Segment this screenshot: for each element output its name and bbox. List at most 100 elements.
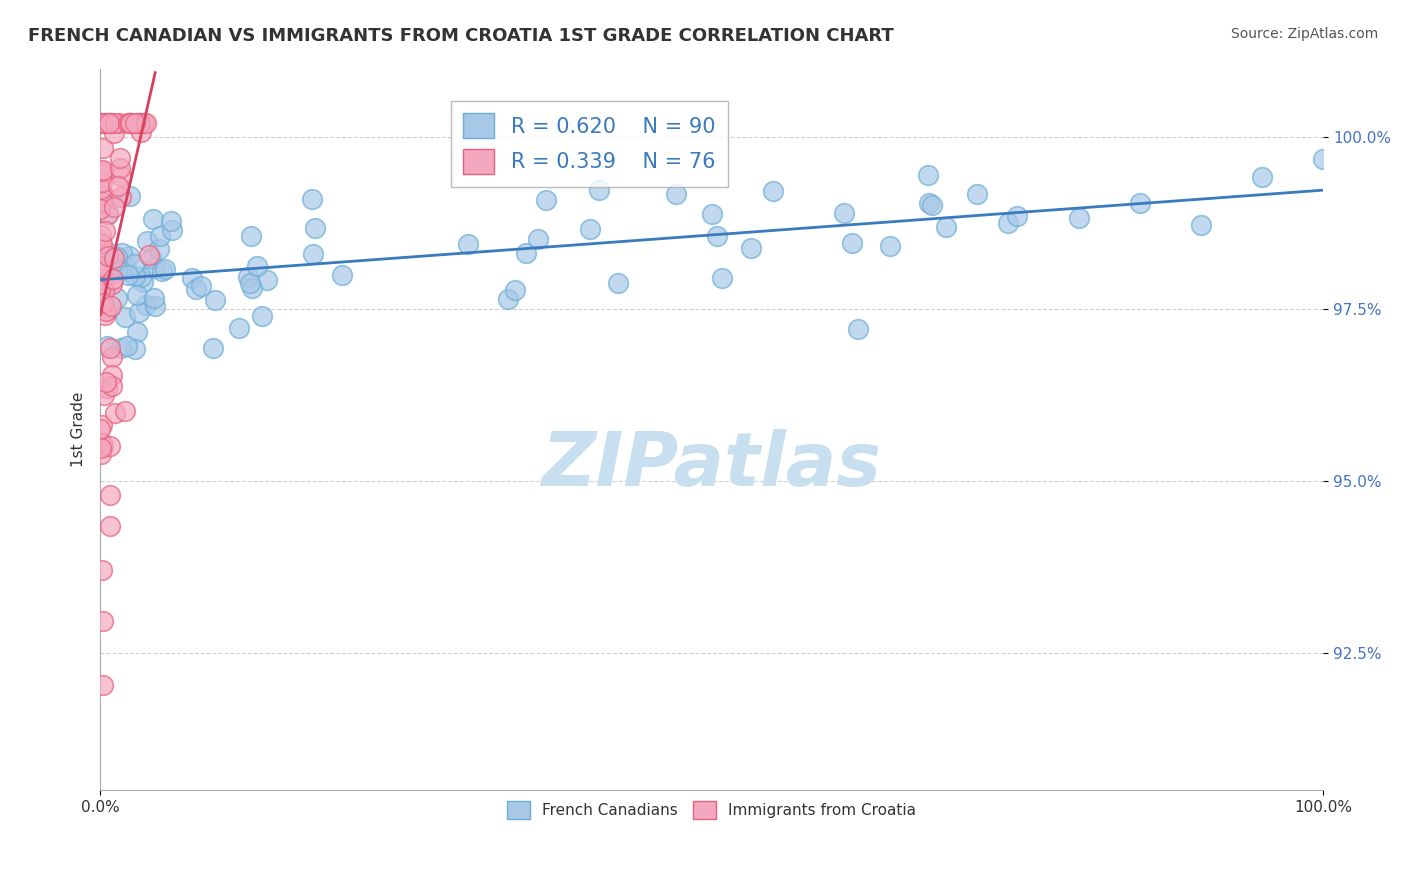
Point (496, 292, 519, 306)
Point (98, 341, 121, 355)
Point (120, 116, 142, 130)
Point (997, 216, 1019, 230)
Point (97, 193, 120, 207)
Point (136, 234, 159, 248)
Point (1312, 152, 1334, 166)
Point (91, 167, 114, 181)
Legend: French Canadians, Immigrants from Croatia: French Canadians, Immigrants from Croati… (501, 795, 922, 826)
Point (105, 250, 128, 264)
Point (129, 116, 152, 130)
Point (706, 228, 728, 243)
Point (90, 116, 112, 130)
Point (97, 207, 120, 221)
Point (90, 436, 112, 450)
Point (90, 195, 112, 210)
Point (110, 169, 132, 184)
Point (330, 268, 353, 282)
Point (588, 183, 610, 197)
Point (1067, 211, 1090, 225)
Point (143, 299, 166, 313)
Point (135, 298, 157, 312)
Point (101, 277, 124, 291)
Point (98, 302, 121, 317)
Point (91, 678, 114, 692)
Point (143, 291, 166, 305)
Point (160, 223, 183, 237)
Point (110, 264, 132, 278)
Point (142, 211, 165, 226)
Point (91, 237, 114, 252)
Point (90, 260, 112, 274)
Point (918, 196, 941, 211)
Point (101, 368, 124, 383)
Point (138, 248, 160, 262)
Point (91, 439, 114, 453)
Point (240, 280, 263, 294)
Point (89, 283, 111, 297)
Point (921, 198, 943, 212)
Point (579, 222, 602, 236)
Point (94, 224, 117, 238)
Point (236, 269, 259, 284)
Point (110, 190, 132, 204)
Point (91, 295, 114, 310)
Point (103, 126, 125, 140)
Point (118, 249, 141, 263)
Point (98, 439, 121, 453)
Point (108, 161, 131, 176)
Point (101, 271, 124, 285)
Point (90, 259, 112, 273)
Point (97, 249, 120, 263)
Point (117, 116, 139, 130)
Point (110, 245, 132, 260)
Point (93, 388, 115, 402)
Point (120, 116, 142, 130)
Point (96, 339, 118, 353)
Point (256, 273, 278, 287)
Point (90, 227, 112, 242)
Point (103, 251, 125, 265)
Text: Source: ZipAtlas.com: Source: ZipAtlas.com (1230, 27, 1378, 41)
Point (103, 200, 125, 214)
Point (128, 304, 150, 318)
Point (935, 220, 957, 235)
Point (143, 260, 166, 275)
Point (91, 417, 114, 432)
Point (184, 282, 207, 296)
Point (89, 422, 111, 436)
Point (228, 321, 250, 335)
Point (91, 562, 114, 576)
Point (117, 268, 139, 282)
Point (97, 206, 120, 220)
Point (148, 242, 170, 256)
Point (526, 232, 548, 246)
Point (91, 615, 114, 629)
Point (848, 321, 870, 335)
Point (101, 266, 124, 280)
Point (100, 379, 122, 393)
Point (98, 116, 121, 130)
Point (114, 404, 136, 418)
Point (201, 341, 224, 355)
Point (104, 406, 127, 420)
Point (94, 308, 117, 322)
Point (124, 342, 146, 356)
Point (1251, 170, 1274, 185)
Point (107, 116, 129, 130)
Point (96, 381, 118, 395)
Point (115, 339, 138, 353)
Text: FRENCH CANADIAN VS IMMIGRANTS FROM CROATIA 1ST GRADE CORRELATION CHART: FRENCH CANADIAN VS IMMIGRANTS FROM CROAT… (28, 27, 894, 45)
Point (94, 116, 117, 130)
Point (180, 271, 202, 285)
Point (110, 151, 132, 165)
Point (132, 116, 155, 130)
Point (239, 229, 262, 244)
Point (129, 125, 152, 139)
Point (90, 447, 112, 461)
Point (762, 184, 785, 198)
Point (190, 279, 212, 293)
Point (457, 237, 479, 252)
Point (128, 116, 150, 130)
Point (90, 236, 112, 251)
Point (204, 293, 226, 307)
